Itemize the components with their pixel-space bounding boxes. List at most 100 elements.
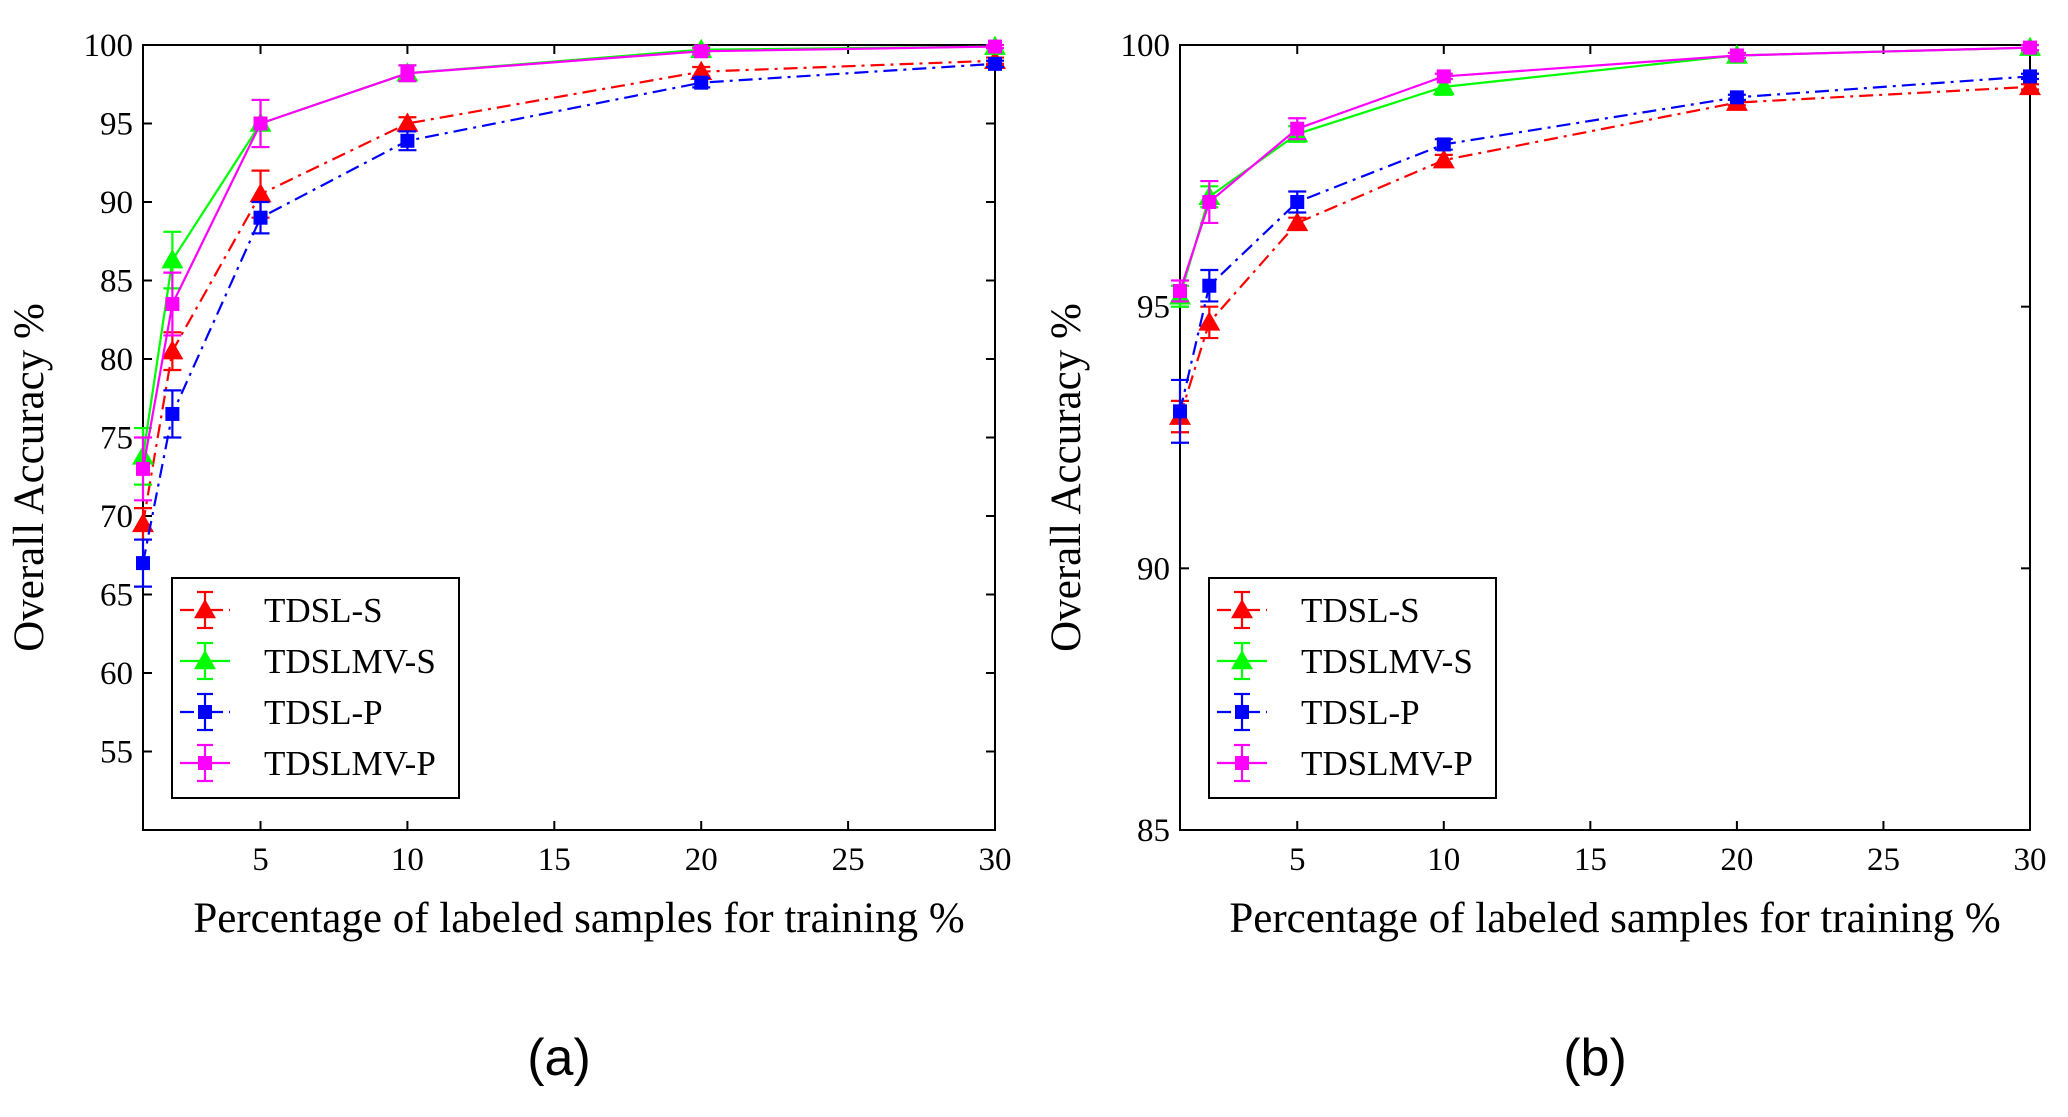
data-point	[161, 249, 184, 269]
chart-panel-b: 5 10 15 20 25 30 85 90 95 100 Percentage of labe…	[1043, 28, 2047, 1087]
legend-label: TDSLMV-S	[264, 642, 436, 681]
x-tick-label: 30	[979, 842, 1012, 878]
y-tick-label: 100	[1121, 28, 1171, 64]
data-point	[165, 297, 180, 312]
data-point	[249, 183, 272, 203]
x-tick-label: 20	[685, 842, 718, 878]
data-point	[1202, 195, 1217, 209]
data-point	[1432, 149, 1455, 169]
y-tick-label: 65	[100, 578, 133, 614]
y-tick-label: 90	[1137, 551, 1170, 587]
data-point	[988, 56, 1002, 71]
series-layer	[1169, 36, 2041, 444]
legend-marker	[1235, 756, 1249, 770]
legend-label: TDSLMV-S	[1301, 642, 1473, 681]
y-tick-label: 70	[100, 499, 133, 535]
series-tdsl-p	[1171, 69, 2039, 444]
legend-item: TDSL-P	[1217, 692, 1420, 732]
data-point	[253, 210, 268, 225]
y-tick-label: 90	[100, 185, 133, 221]
y-tick-label: 55	[100, 735, 133, 771]
series-line	[1178, 75, 2031, 412]
data-point	[136, 461, 150, 476]
series-line	[141, 62, 996, 564]
legend-label: TDSLMV-P	[264, 744, 436, 783]
legend-label: TDSLMV-P	[1301, 744, 1473, 783]
data-point	[1173, 283, 1187, 298]
y-axis-label: Overall Accuracy %	[6, 303, 53, 652]
data-point	[1290, 121, 1305, 136]
x-tick-label: 20	[1720, 842, 1753, 878]
data-point	[1436, 69, 1451, 84]
x-tick-label: 5	[1289, 842, 1306, 878]
legend-item: TDSL-S	[180, 590, 383, 630]
series-line	[141, 59, 996, 525]
y-tick-label: 85	[100, 264, 133, 300]
x-tick-label: 5	[252, 842, 269, 878]
y-tick-label: 60	[100, 656, 133, 692]
legend-item: TDSLMV-P	[180, 743, 436, 783]
y-axis-ticks: 55 60 65 70 75 80 85 90 95 100	[84, 28, 995, 771]
data-point	[694, 44, 709, 59]
series-line	[1178, 46, 2031, 292]
x-tick-label: 25	[1867, 842, 1900, 878]
x-tick-label: 15	[1574, 842, 1607, 878]
legend-item: TDSL-S	[1217, 590, 1420, 630]
legend-label: TDSL-P	[264, 693, 383, 732]
series-tdslmv-s	[132, 35, 1006, 486]
y-tick-label: 95	[1137, 290, 1170, 326]
series-tdsl-p	[134, 56, 1004, 588]
panel-label: (a)	[527, 1029, 591, 1087]
legend-marker	[194, 650, 216, 670]
data-point	[1290, 195, 1305, 209]
data-point	[2019, 75, 2041, 96]
legend-marker	[198, 756, 212, 770]
data-point	[132, 512, 154, 533]
x-axis-label: Percentage of labeled samples for traini…	[1229, 895, 2000, 942]
series-line	[141, 45, 996, 470]
chart-panel-a: 5 10 15 20 25 30 55 60 65 70 75 80 85 90 95 100 Percen…	[6, 28, 1012, 1087]
legend-label: TDSL-S	[1301, 591, 1420, 630]
legend-marker	[1231, 599, 1253, 619]
legend-label: TDSL-S	[264, 591, 383, 630]
data-point	[1436, 137, 1451, 152]
legend-item: TDSLMV-S	[1217, 641, 1473, 681]
x-tick-label: 15	[538, 842, 571, 878]
legend-marker	[194, 599, 216, 619]
legend-item: TDSL-P	[180, 692, 383, 732]
data-point	[400, 133, 415, 148]
x-tick-label: 10	[391, 842, 424, 878]
data-point	[400, 66, 415, 81]
x-tick-label: 25	[832, 842, 865, 878]
x-axis-ticks: 5 10 15 20 25 30	[252, 45, 1012, 878]
y-tick-label: 75	[100, 421, 133, 457]
data-point	[694, 75, 709, 90]
data-point	[1729, 90, 1744, 105]
legend-marker	[1235, 705, 1249, 719]
data-point	[136, 556, 150, 571]
legend-label: TDSL-P	[1301, 693, 1420, 732]
data-point	[988, 39, 1002, 54]
panel-label: (b)	[1563, 1029, 1627, 1087]
y-tick-label: 80	[100, 342, 133, 378]
series-tdslmv-p	[134, 39, 1004, 502]
data-point	[1202, 278, 1217, 293]
legend: TDSL-S TDSLMV-S TDSL-P TDSLMV-P	[1208, 577, 1497, 799]
x-axis-label: Percentage of labeled samples for traini…	[193, 895, 964, 942]
legend-marker	[198, 705, 212, 719]
data-point	[1198, 311, 1221, 331]
y-axis-label: Overall Accuracy %	[1043, 303, 1090, 652]
y-tick-label: 85	[1137, 813, 1170, 849]
data-point	[1286, 211, 1309, 232]
x-tick-label: 10	[1427, 842, 1460, 878]
legend-item: TDSLMV-S	[180, 641, 436, 681]
data-point	[161, 340, 184, 360]
y-tick-label: 95	[100, 107, 133, 143]
data-point	[1729, 48, 1744, 63]
legend-box	[1208, 577, 1497, 799]
series-tdslmv-s	[1169, 36, 2041, 308]
y-tick-label: 100	[84, 28, 134, 64]
x-tick-label: 30	[2014, 842, 2047, 878]
series-tdslmv-p	[1171, 40, 2039, 303]
